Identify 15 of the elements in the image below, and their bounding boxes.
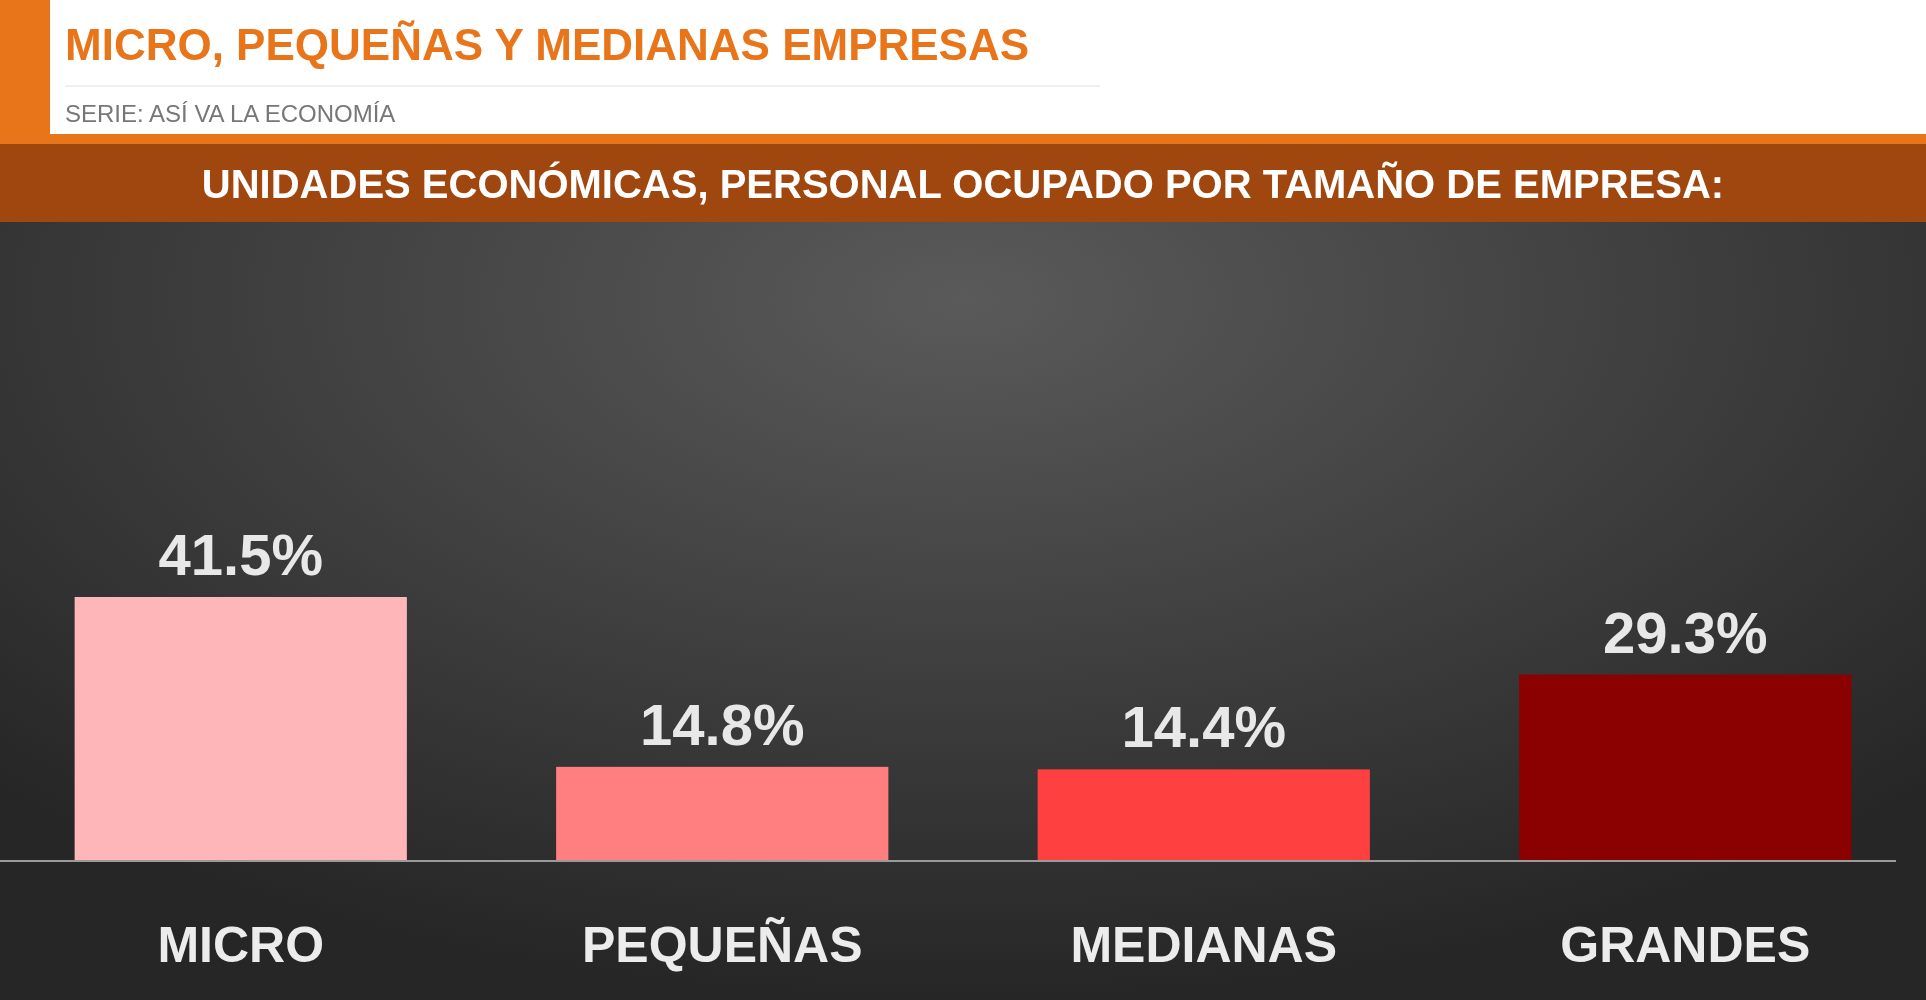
bar	[1037, 769, 1370, 861]
data-label: 14.4%	[1121, 694, 1286, 760]
x-tick-label: PEQUEÑAS	[581, 917, 863, 973]
text: SERIE: ASÍ VA LA ECONOMÍA	[65, 100, 396, 127]
x-tick-label: MICRO	[157, 917, 325, 973]
bar	[74, 597, 407, 861]
bar	[1519, 674, 1852, 861]
x-tick-label: GRANDES	[1560, 917, 1811, 973]
x-tick-label: MEDIANAS	[1070, 917, 1338, 973]
data-label: 41.5%	[158, 522, 323, 587]
chart-title: MICRO, PEQUEÑAS Y MEDIANAS EMPRESAS	[65, 20, 1030, 69]
bar	[556, 766, 889, 861]
chart-subtitle: UNIDADES ECONÓMICAS, PERSONAL OCUPADO POR TAMAÑO DE EMPRESA:	[201, 161, 1725, 206]
data-label: 29.3%	[1603, 599, 1768, 665]
data-label: 14.8%	[640, 691, 805, 757]
